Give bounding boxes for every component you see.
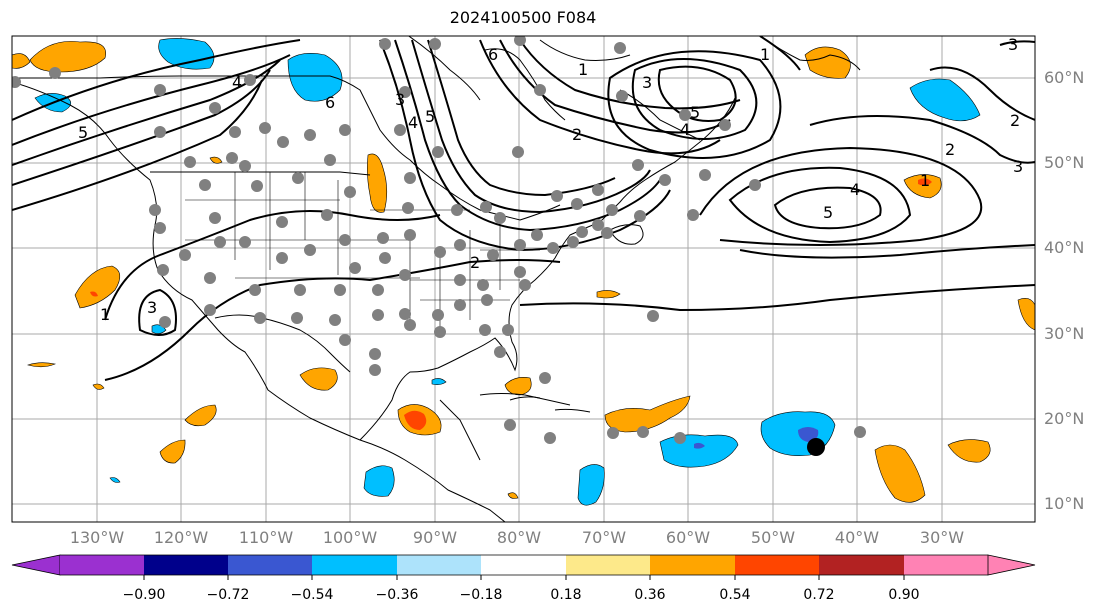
contour-label: 2 [470,253,480,272]
negative-shading [34,38,981,506]
contour-label: 3 [1008,35,1018,54]
lon-label: 50°W [750,528,796,547]
colorbar-tick-label: −0.54 [290,587,334,603]
colorbar-tick-label: −0.36 [375,587,419,603]
contour-label: 5 [690,103,700,122]
contour-label: 2 [1010,111,1020,130]
coastlines [12,36,861,522]
lat-label: 10°N [1044,494,1085,513]
contour-label: 1 [920,171,930,190]
contour-label: 1 [578,60,588,79]
lon-label: 30°W [919,528,965,547]
contour-label: 1 [760,45,770,64]
lon-label: 80°W [496,528,542,547]
lat-label: 30°N [1044,324,1085,343]
contour-label: 1 [100,305,110,324]
contour-label: 3 [395,90,405,109]
colorbar-segment [11,554,61,576]
colorbar-segment [397,555,481,575]
colorbar-tick-label: −0.72 [206,587,250,603]
colorbar-tick-label: 0.54 [719,587,751,603]
colorbar-segment [312,555,397,575]
contour-label: 4 [232,73,242,92]
storm-center-marker [807,438,825,456]
colorbar-segment [481,555,566,575]
lat-label: 50°N [1044,153,1085,172]
contour-label: 4 [408,113,418,132]
lon-label: 40°W [834,528,880,547]
lon-label: 130°W [69,528,125,547]
contour-label: 3 [147,298,157,317]
colorbar-tick-label: 0.18 [550,587,582,603]
lon-label: 110°W [238,528,294,547]
contour-label: 6 [488,45,498,64]
colorbar-segment [144,555,228,575]
contour-label: 5 [78,123,88,142]
map-title: 2024100500 F084 [449,8,597,27]
colorbar-tick-label: −0.90 [122,587,166,603]
colorbar-segment [60,555,144,575]
colorbar-segment [566,555,650,575]
lon-label: 60°W [665,528,711,547]
colorbar-tick-label: 0.72 [803,587,835,603]
contour-label: 6 [325,93,335,112]
colorbar-segment [228,555,312,575]
colorbar-tick-label: 0.90 [888,587,920,603]
lat-label: 40°N [1044,238,1085,257]
colorbar-segment [650,555,735,575]
colorbar-segment [735,555,819,575]
lon-label: 120°W [153,528,209,547]
contour-lines [12,36,1035,381]
map-frame [11,35,1036,523]
contour-label: 3 [642,73,652,92]
colorbar-tick-label: 0.36 [634,587,666,603]
lon-label: 70°W [581,528,627,547]
contour-label: 3 [1013,157,1023,176]
colorbar [11,554,1036,580]
strong-negative-shading [694,427,819,449]
colorbar-ticks [143,575,905,580]
contour-label: 5 [823,203,833,222]
lon-label: 90°W [412,528,458,547]
contour-label: 5 [425,107,435,126]
lon-label: 100°W [322,528,378,547]
strong-positive-shading [90,178,932,430]
lat-label: 20°N [1044,409,1085,428]
colorbar-segment [904,555,988,575]
colorbar-segment [987,554,1036,576]
station-dots [12,36,866,444]
colorbar-segment [819,555,904,575]
contour-label: 2 [945,140,955,159]
lat-label: 60°N [1044,68,1085,87]
colorbar-tick-label: −0.18 [459,587,503,603]
contour-label: 4 [680,120,690,139]
contour-label: 4 [850,180,860,199]
contour-label-group: 1 2 3 4 5 6 3 4 5 6 1 2 3 4 5 1 2 3 4 5 … [78,35,1023,324]
contour-label: 2 [572,125,582,144]
